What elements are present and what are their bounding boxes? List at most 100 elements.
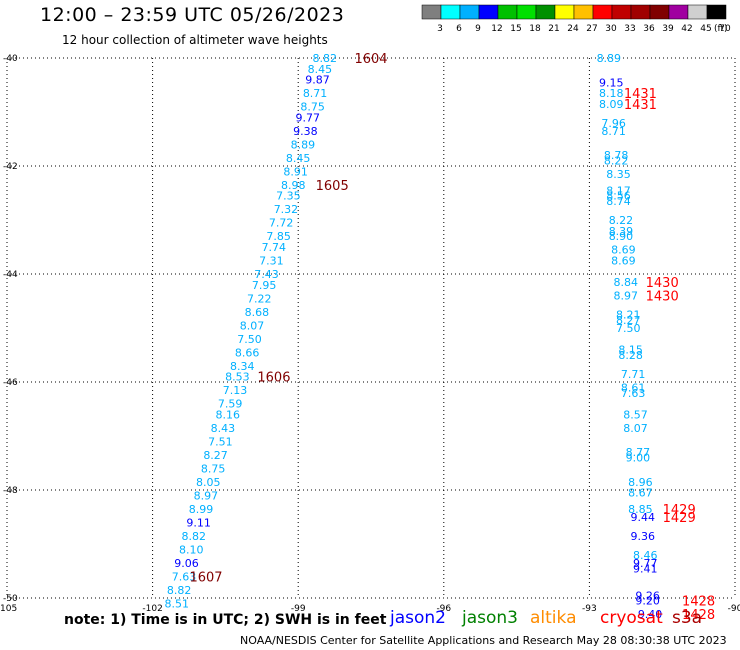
longitude-tick-label: -99 — [291, 604, 306, 614]
latitude-tick-label: -40 — [3, 54, 18, 64]
color-scale-label: 6 — [456, 24, 462, 34]
satellite-legend-altika: altika — [530, 608, 577, 628]
wave-height-point: 8.74 — [606, 195, 631, 208]
wave-height-point: 9.87 — [305, 74, 330, 87]
wave-height-point: 8.51 — [165, 597, 190, 610]
wave-height-point: 9.40 — [638, 608, 663, 621]
wave-height-point: 8.69 — [611, 244, 636, 257]
color-swatch — [706, 4, 727, 20]
wave-height-point: 8.89 — [291, 138, 316, 151]
wave-height-point: 8.21 — [616, 309, 641, 322]
satellite-legend-jason2: jason2 — [390, 608, 446, 628]
wave-height-point: 8.84 — [614, 276, 639, 289]
footer-note: note: 1) Time is in UTC; 2) SWH is in fe… — [64, 612, 387, 628]
satellite-legend-cryosat: cryosat — [600, 608, 663, 628]
wave-height-point: 8.56 — [606, 190, 631, 203]
wave-height-point: 8.85 — [628, 503, 653, 516]
wave-height-point: 8.17 — [606, 184, 631, 197]
color-scale-label: 36 — [643, 24, 655, 34]
color-scale-unit: (ft) — [714, 24, 728, 34]
wave-height-point: 7.43 — [254, 268, 279, 281]
color-scale-label: 27 — [586, 24, 597, 34]
longitude-tick-label: -105 — [0, 604, 17, 614]
wave-height-point: 9.41 — [633, 562, 658, 575]
wave-height-point: 9.77 — [296, 111, 321, 124]
wave-height-point: 8.97 — [614, 290, 639, 303]
color-scale-label: 12 — [491, 24, 502, 34]
wave-height-point: 7.63 — [621, 387, 646, 400]
wave-height-point: 8.43 — [211, 422, 236, 435]
wave-height-point: 9.00 — [626, 452, 651, 465]
wave-height-point: 7.50 — [237, 333, 262, 346]
footer-credit: NOAA/NESDIS Center for Satellite Applica… — [240, 634, 727, 647]
color-scale-label: 33 — [624, 24, 635, 34]
wave-height-point: 9.06 — [174, 557, 199, 570]
color-scale-label: 3 — [437, 24, 443, 34]
wave-height-point: 8.09 — [599, 98, 624, 111]
latitude-tick-label: -50 — [3, 594, 18, 604]
wave-height-point: 8.82 — [181, 530, 206, 543]
wave-height-point: 7.32 — [274, 203, 299, 216]
color-scale-label: 70 — [719, 24, 731, 34]
wave-height-point: 8.15 — [618, 344, 643, 357]
pass-time-label: 1606 — [257, 371, 290, 386]
wave-height-point: 8.39 — [609, 225, 634, 238]
color-scale-label: 18 — [529, 24, 541, 34]
wave-height-point: 7.59 — [218, 398, 243, 411]
latitude-tick-label: -44 — [3, 270, 18, 280]
wave-height-point: 7.50 — [616, 322, 641, 335]
satellite-legend-s3a: s3a — [672, 608, 703, 628]
wave-height-point: 7.51 — [208, 435, 233, 448]
wave-height-point: 8.53 — [225, 371, 250, 384]
wave-height-point: 8.35 — [606, 168, 631, 181]
wave-height-point: 8.61 — [621, 381, 646, 394]
wave-height-point: 8.07 — [240, 319, 265, 332]
wave-height-point: 8.66 — [235, 346, 260, 359]
wave-height-point: 7.71 — [621, 368, 646, 381]
wave-height-point: 8.22 — [609, 214, 634, 227]
wave-height-point: 9.15 — [599, 76, 624, 89]
color-scale-label: 42 — [681, 24, 692, 34]
wave-height-point: 8.07 — [623, 422, 648, 435]
wave-height-point: 8.82 — [167, 584, 192, 597]
pass-time-label: 1605 — [316, 179, 349, 194]
color-scale-label: 24 — [567, 24, 579, 34]
wave-height-point: 7.96 — [601, 117, 626, 130]
wave-height-point: 8.69 — [611, 255, 636, 268]
pass-time-label: 1431 — [624, 87, 657, 102]
pass-time-label: 1429 — [663, 511, 696, 526]
wave-height-point: 9.77 — [633, 557, 658, 570]
wave-height-point: 8.89 — [597, 52, 622, 65]
latitude-tick-label: -48 — [3, 486, 18, 496]
pass-time-label: 1607 — [189, 570, 222, 585]
pass-time-label: 1430 — [646, 276, 679, 291]
wave-height-point: 9.26 — [635, 589, 660, 602]
color-scale-legend: 3 6 9 12 15 18 21 24 27 30 33 36 39 42 45 70(ft) — [421, 4, 731, 34]
wave-height-point: 8.46 — [633, 549, 658, 562]
wave-height-point: 9.20 — [635, 595, 660, 608]
wave-height-point: 8.91 — [283, 165, 308, 178]
wave-height-point: 8.75 — [201, 462, 226, 475]
wave-height-point: 7.63 — [172, 570, 197, 583]
pass-time-label: 1430 — [646, 290, 679, 305]
wave-height-point: 8.27 — [616, 314, 641, 327]
pass-time-label: 1428 — [682, 608, 715, 623]
wave-height-point: 8.96 — [628, 476, 653, 489]
wave-height-point: 8.75 — [300, 101, 325, 114]
wave-height-point: 8.16 — [215, 408, 240, 421]
color-scale-label: 39 — [662, 24, 674, 34]
wave-height-point: 9.36 — [631, 530, 656, 543]
color-scale-label: 30 — [605, 24, 617, 34]
color-scale-label: 15 — [510, 24, 521, 34]
latitude-tick-label: -42 — [3, 162, 18, 172]
wave-height-point: 8.78 — [604, 149, 629, 162]
wave-height-point: 8.22 — [604, 155, 629, 168]
wave-height-point: 7.74 — [262, 241, 287, 254]
wave-height-point: 7.72 — [269, 217, 294, 230]
wave-height-point: 7.13 — [223, 384, 248, 397]
wave-height-point: 7.31 — [259, 255, 284, 268]
wave-height-point: 7.85 — [266, 230, 291, 243]
wave-height-point: 8.27 — [203, 449, 228, 462]
wave-height-point: 8.99 — [189, 503, 214, 516]
